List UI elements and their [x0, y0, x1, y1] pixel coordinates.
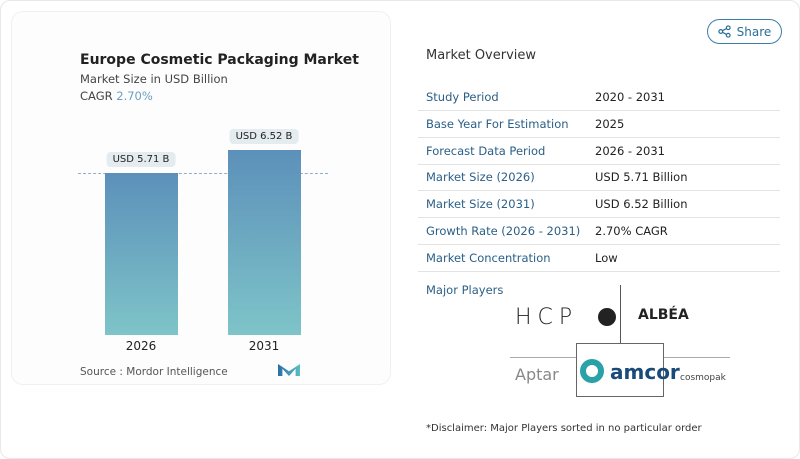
- row-key: Forecast Data Period: [426, 143, 546, 158]
- major-players-label: Major Players: [426, 283, 504, 297]
- cagr: CAGR 2.70%: [80, 89, 153, 103]
- overview-row: Base Year For Estimation 2025: [418, 111, 780, 138]
- row-key: Base Year For Estimation: [426, 116, 569, 131]
- data-label: USD 5.71 B: [106, 151, 176, 167]
- data-label: USD 6.52 B: [229, 128, 299, 144]
- overview-title: Market Overview: [426, 48, 537, 63]
- cagr-value: 2.70%: [116, 89, 153, 103]
- reference-line: [78, 173, 328, 174]
- overview-row: Study Period 2020 - 2031: [418, 84, 780, 111]
- overview-row: Market Size (2026) USD 5.71 Billion: [418, 164, 780, 192]
- logo-albea: ALBÉA: [638, 307, 689, 323]
- bar-2031: [228, 149, 301, 335]
- disclaimer: *Disclaimer: Major Players sorted in no …: [426, 423, 702, 434]
- x-tick-label: 2026: [125, 339, 157, 353]
- overview-row: Forecast Data Period 2026 - 2031: [418, 138, 780, 165]
- row-key: Market Size (2031): [426, 197, 535, 212]
- chart-subtitle: Market Size in USD Billion: [80, 72, 228, 86]
- logo-hcp: HCP: [515, 305, 579, 330]
- row-value: USD 5.71 Billion: [595, 170, 688, 185]
- row-value: USD 6.52 Billion: [595, 197, 688, 212]
- logo-cosmopak: cosmopak: [680, 373, 726, 383]
- chart-card: [11, 11, 391, 385]
- logo-hcp-moon-icon: [598, 308, 616, 326]
- chart-title: Europe Cosmetic Packaging Market: [80, 52, 359, 68]
- overview-row: Market Size (2031) USD 6.52 Billion: [418, 191, 780, 219]
- row-value: 2020 - 2031: [595, 90, 665, 104]
- bar-2026: [105, 172, 178, 335]
- share-button[interactable]: Share: [707, 19, 782, 44]
- row-key: Market Size (2026): [426, 170, 535, 185]
- share-icon: [717, 25, 731, 38]
- row-key: Market Concentration: [426, 250, 551, 265]
- row-value: 2026 - 2031: [595, 143, 665, 158]
- cagr-label: CAGR: [80, 89, 113, 103]
- x-tick-label: 2031: [248, 339, 280, 353]
- overview-row: Growth Rate (2026 - 2031) 2.70% CAGR: [418, 218, 780, 245]
- row-key: Study Period: [426, 90, 499, 104]
- row-value: 2025: [595, 116, 625, 131]
- row-key: Growth Rate (2026 - 2031): [426, 224, 581, 238]
- share-label: Share: [736, 24, 772, 39]
- row-value: Low: [595, 250, 618, 265]
- logo-amcor-icon: [580, 359, 604, 383]
- overview-row: Market Concentration Low: [418, 245, 780, 272]
- logo-aptar: Aptar: [515, 365, 559, 384]
- logo-amcor: amcor: [610, 360, 680, 384]
- row-value: 2.70% CAGR: [595, 224, 668, 238]
- players-logos: HCP ALBÉA Aptar amcor cosmopak: [510, 285, 730, 397]
- source: Source : Mordor Intelligence: [80, 366, 228, 378]
